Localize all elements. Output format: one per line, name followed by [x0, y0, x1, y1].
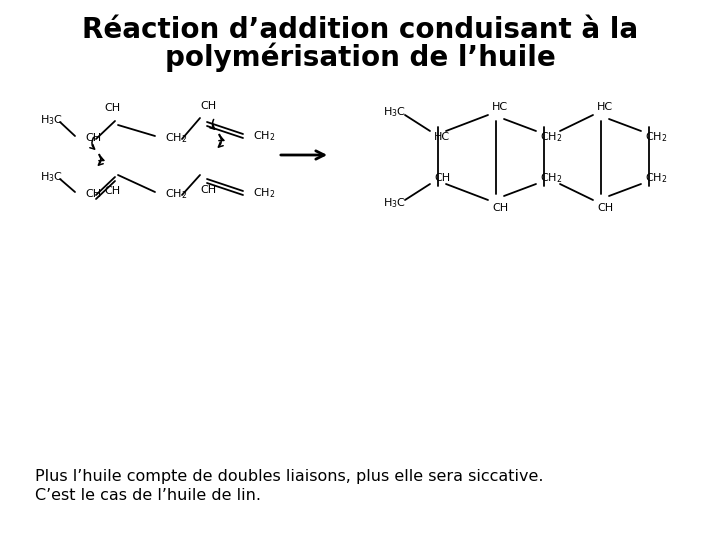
Text: CH$_2$: CH$_2$ — [253, 186, 275, 200]
Text: HC: HC — [597, 102, 613, 112]
Text: HC: HC — [434, 132, 450, 142]
Text: CH$_2$: CH$_2$ — [645, 171, 667, 185]
Text: CH: CH — [200, 101, 216, 111]
Text: C’est le cas de l’huile de lin.: C’est le cas de l’huile de lin. — [35, 488, 261, 503]
Text: H$_3$C: H$_3$C — [40, 170, 63, 184]
Text: CH: CH — [85, 133, 101, 143]
Text: CH$_2$: CH$_2$ — [165, 187, 187, 201]
Text: Plus l’huile compte de doubles liaisons, plus elle sera siccative.: Plus l’huile compte de doubles liaisons,… — [35, 469, 544, 484]
Text: CH: CH — [200, 185, 216, 195]
Text: CH$_2$: CH$_2$ — [645, 130, 667, 144]
Text: CH: CH — [104, 186, 120, 196]
Text: Réaction d’addition conduisant à la: Réaction d’addition conduisant à la — [82, 16, 638, 44]
Text: H$_3$C: H$_3$C — [383, 196, 406, 210]
Text: CH: CH — [492, 203, 508, 213]
Text: CH: CH — [85, 189, 101, 199]
Text: CH$_2$: CH$_2$ — [540, 171, 562, 185]
Text: HC: HC — [492, 102, 508, 112]
Text: CH$_2$: CH$_2$ — [253, 129, 275, 143]
Text: CH: CH — [434, 173, 450, 183]
Text: CH$_2$: CH$_2$ — [165, 131, 187, 145]
Text: CH$_2$: CH$_2$ — [540, 130, 562, 144]
Text: CH: CH — [597, 203, 613, 213]
Text: polymérisation de l’huile: polymérisation de l’huile — [165, 42, 555, 72]
Text: CH: CH — [104, 103, 120, 113]
Text: H$_3$C: H$_3$C — [40, 113, 63, 127]
Text: H$_3$C: H$_3$C — [383, 105, 406, 119]
